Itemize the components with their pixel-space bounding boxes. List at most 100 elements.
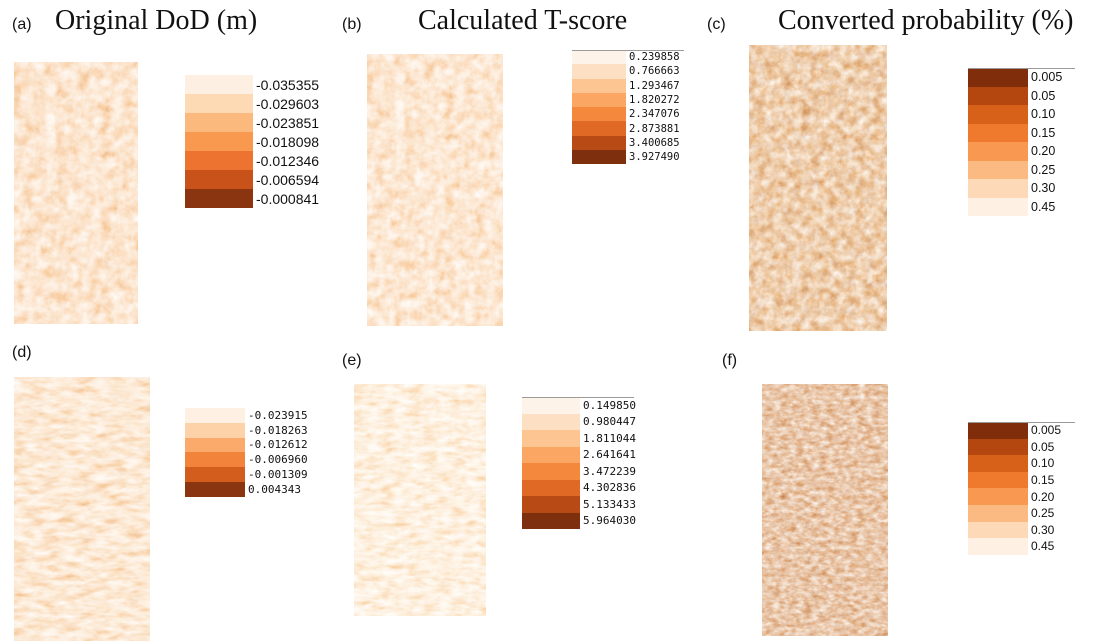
legend-swatch — [968, 504, 1028, 522]
legend-top-rule — [572, 50, 684, 51]
legend-swatch — [572, 135, 626, 151]
legend-row: 2.641641 — [522, 446, 636, 463]
legend-swatch — [185, 467, 245, 482]
legend-swatch — [572, 107, 626, 122]
legend-swatch — [572, 64, 626, 79]
legend-row: 0.20 — [968, 488, 1061, 505]
legend-swatch — [968, 422, 1028, 439]
legend-swatch — [522, 397, 580, 414]
legend-value: -0.012346 — [256, 152, 320, 169]
legend-swatch — [522, 463, 580, 480]
legend-swatch — [185, 452, 245, 468]
legend-value: 4.302836 — [583, 481, 636, 495]
legend-value: -0.023915 — [248, 408, 308, 422]
panel-a-map — [14, 62, 138, 324]
panel-a-label: (a) — [12, 16, 32, 33]
legend-row: -0.006594 — [185, 170, 319, 189]
legend-row: 5.964030 — [522, 512, 636, 529]
legend-row: 3.472239 — [522, 463, 636, 480]
legend-row: 3.400685 — [572, 135, 680, 151]
legend-value: -0.001309 — [248, 468, 308, 482]
panel-d-legend: -0.023915 -0.018263 -0.012612 -0.006960 -0.0… — [185, 408, 308, 497]
legend-swatch — [522, 413, 580, 430]
legend-swatch — [522, 446, 580, 463]
legend-row: -0.018263 — [185, 422, 308, 438]
panel-b-label: (b) — [342, 16, 362, 33]
panel-e-map — [354, 384, 486, 616]
legend-value: 0.05 — [1031, 439, 1055, 454]
legend-value: 0.25 — [1031, 162, 1056, 177]
legend-swatch — [572, 78, 626, 93]
legend-swatch — [522, 512, 580, 529]
panel-b-map — [367, 54, 503, 326]
legend-value: -0.035355 — [256, 76, 320, 93]
legend-row: 0.05 — [968, 438, 1061, 456]
panel-d-label: (d) — [12, 344, 32, 361]
legend-swatch — [185, 94, 253, 113]
legend-row: 0.30 — [968, 179, 1062, 198]
legend-row: 2.873881 — [572, 121, 680, 136]
legend-swatch — [968, 105, 1028, 124]
legend-row: 0.45 — [968, 538, 1061, 555]
panel-a-legend: -0.035355 -0.029603 -0.023851 -0.018098 -0.0… — [185, 75, 319, 208]
panel-f-label: (f) — [722, 352, 738, 369]
legend-value: 5.964030 — [583, 514, 636, 528]
legend-row: 0.766663 — [572, 64, 680, 79]
legend-swatch — [968, 197, 1028, 216]
legend-value: 1.811044 — [583, 431, 636, 445]
legend-value: 0.20 — [1031, 489, 1055, 504]
legend-value: 0.980447 — [583, 415, 636, 429]
legend-top-rule — [968, 422, 1075, 423]
legend-swatch — [968, 538, 1028, 555]
legend-swatch — [968, 160, 1028, 179]
legend-row: 1.820272 — [572, 92, 680, 108]
legend-value: -0.023851 — [256, 114, 320, 131]
legend-swatch — [968, 488, 1028, 505]
legend-top-rule — [522, 397, 634, 398]
panel-e-label: (e) — [342, 352, 362, 369]
legend-row: -0.018098 — [185, 132, 319, 151]
legend-value: 0.149850 — [583, 398, 636, 412]
legend-value: 0.005 — [1031, 70, 1063, 85]
panel-c-legend: 0.005 0.05 0.10 0.15 0.20 0.25 0.30 0.45 — [968, 68, 1075, 216]
legend-value: -0.006594 — [256, 171, 320, 188]
legend-swatch — [185, 481, 245, 497]
legend-row: 0.15 — [968, 471, 1061, 489]
legend-swatch — [185, 75, 253, 94]
legend-row: -0.012346 — [185, 151, 319, 170]
legend-row: -0.000841 — [185, 189, 319, 208]
legend-row: 0.149850 — [522, 397, 636, 414]
legend-swatch — [968, 86, 1028, 105]
legend-value: -0.018263 — [248, 423, 308, 437]
legend-row: 0.15 — [968, 123, 1062, 142]
legend-swatch — [968, 142, 1028, 161]
legend-row: 0.005 — [968, 68, 1062, 87]
legend-value: 0.45 — [1031, 539, 1055, 554]
legend-value: 1.293467 — [629, 79, 680, 92]
legend-swatch — [968, 471, 1028, 489]
legend-row: 0.10 — [968, 105, 1062, 124]
legend-swatch — [185, 408, 245, 423]
legend-value: 0.30 — [1031, 522, 1055, 537]
legend-value: 5.133433 — [583, 497, 636, 511]
legend-value: 0.45 — [1031, 199, 1056, 214]
legend-row: 0.45 — [968, 197, 1062, 216]
legend-value: -0.029603 — [256, 95, 320, 112]
legend-value: 0.004343 — [248, 482, 301, 496]
legend-row: 0.239858 — [572, 50, 680, 65]
legend-row: 0.10 — [968, 455, 1061, 472]
panel-b-title: Calculated T-score — [418, 5, 628, 36]
legend-value: 1.820272 — [629, 94, 680, 107]
panel-b-legend: 0.239858 0.766663 1.293467 1.820272 2.347076… — [572, 50, 684, 165]
panel-a-title: Original DoD (m) — [55, 5, 258, 36]
legend-value: 0.766663 — [629, 65, 680, 78]
legend-swatch — [968, 179, 1028, 198]
legend-swatch — [522, 430, 580, 447]
legend-row: -0.001309 — [185, 467, 308, 482]
legend-value: 3.927490 — [629, 151, 680, 164]
legend-value: -0.018098 — [256, 133, 320, 150]
legend-row: 0.005 — [968, 422, 1061, 439]
legend-swatch — [572, 121, 626, 136]
panel-c-title: Converted probability (%) — [778, 5, 1074, 36]
legend-swatch — [968, 68, 1028, 87]
